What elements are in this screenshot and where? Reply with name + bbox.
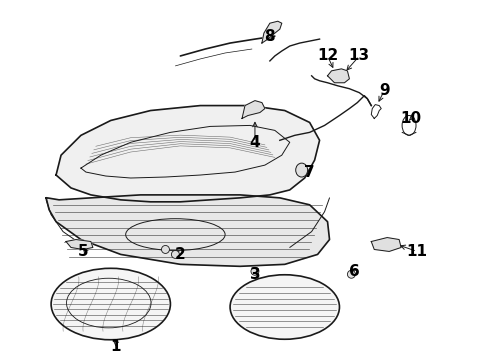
Ellipse shape	[230, 275, 340, 339]
Polygon shape	[371, 238, 401, 251]
Text: 6: 6	[349, 264, 360, 279]
Text: 13: 13	[349, 49, 370, 63]
Text: 4: 4	[249, 135, 260, 150]
Circle shape	[172, 251, 179, 258]
Ellipse shape	[295, 163, 308, 177]
Circle shape	[162, 246, 170, 253]
Text: 1: 1	[110, 339, 121, 354]
Polygon shape	[46, 195, 329, 266]
Text: 10: 10	[400, 111, 421, 126]
Text: 3: 3	[249, 267, 260, 282]
Text: 5: 5	[77, 244, 88, 259]
Polygon shape	[56, 105, 319, 202]
Circle shape	[251, 267, 259, 275]
Text: 11: 11	[407, 244, 427, 259]
Polygon shape	[66, 239, 93, 249]
Text: 12: 12	[317, 49, 338, 63]
Text: 8: 8	[265, 28, 275, 44]
Text: 2: 2	[175, 247, 186, 262]
Polygon shape	[242, 100, 265, 118]
Ellipse shape	[51, 268, 171, 340]
Polygon shape	[327, 69, 349, 83]
Text: 9: 9	[379, 83, 390, 98]
Circle shape	[347, 270, 355, 278]
Text: 7: 7	[304, 165, 315, 180]
Polygon shape	[262, 21, 282, 43]
